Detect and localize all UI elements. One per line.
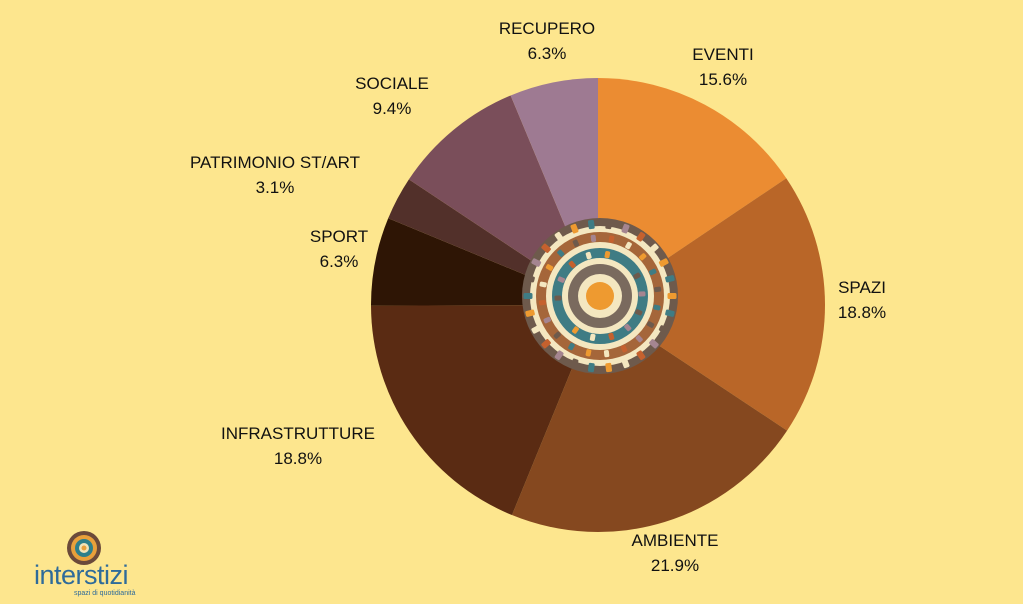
slice-percent-label: 21.9%: [651, 556, 699, 575]
slice-percent-label: 3.1%: [256, 178, 295, 197]
slice-label: RECUPERO: [499, 19, 595, 38]
slice-label: EVENTI: [692, 45, 753, 64]
slice-label: SPAZI: [838, 278, 886, 297]
slice-percent-label: 9.4%: [373, 99, 412, 118]
slice-labels: EVENTI 15.6% SPAZI 18.8% AMBIENTE 21.9% INFRAS…: [190, 19, 886, 575]
slice-label: INFRASTRUTTURE: [221, 424, 375, 443]
slice-label: SOCIALE: [355, 74, 429, 93]
center-mandala-icon: [522, 218, 678, 374]
slice-label: SPORT: [310, 227, 368, 246]
pie-slice-spazi: [598, 178, 825, 431]
slice-percent-label: 18.8%: [274, 449, 322, 468]
slice-percent-label: 15.6%: [699, 70, 747, 89]
logo-tagline: spazi di quotidianità: [74, 590, 136, 597]
slice-percent-label: 6.3%: [320, 252, 359, 271]
slice-percent-label: 6.3%: [528, 44, 567, 63]
logo-brand-text: interstizi: [34, 560, 129, 590]
interstizi-logo: interstizi spazi di quotidianità: [30, 530, 140, 602]
logo-mandala-icon: [67, 531, 101, 565]
slice-percent-label: 18.8%: [838, 303, 886, 322]
slice-label: AMBIENTE: [632, 531, 719, 550]
pie-slice-infrastrutture: [371, 305, 598, 516]
slice-label: PATRIMONIO ST/ART: [190, 153, 360, 172]
